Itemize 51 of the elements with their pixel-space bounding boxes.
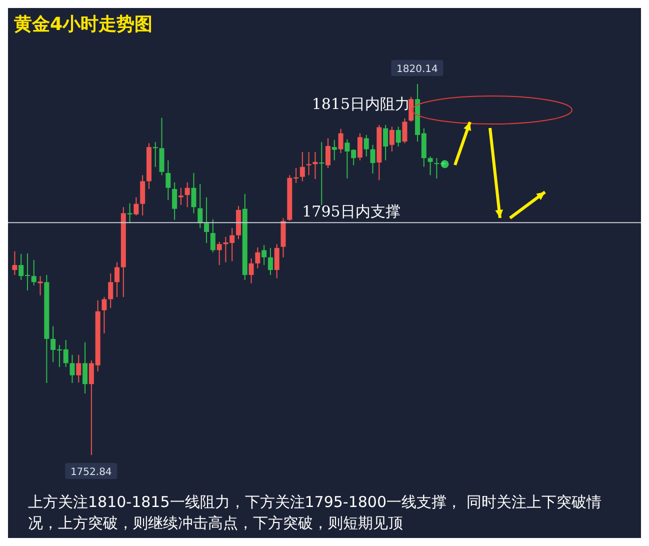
candlestick xyxy=(274,244,280,279)
candlestick xyxy=(184,182,190,208)
candlestick xyxy=(332,139,337,161)
candlestick xyxy=(428,156,433,176)
candlestick xyxy=(198,184,203,229)
candlestick xyxy=(396,126,401,148)
chart-title: 黄金4小时走势图 xyxy=(14,13,153,36)
annotation: 1820.14 xyxy=(396,64,438,75)
candlestick xyxy=(402,118,408,144)
candlestick xyxy=(191,172,196,214)
candlestick xyxy=(306,152,312,176)
candlestick xyxy=(389,126,394,152)
candlestick xyxy=(210,218,216,253)
candlestick xyxy=(140,174,146,216)
candlestick xyxy=(255,246,260,269)
candlestick xyxy=(12,250,18,276)
candlestick xyxy=(300,152,305,182)
candlestick xyxy=(178,187,184,206)
candlestick xyxy=(434,158,440,179)
candlestick xyxy=(408,96,414,122)
candlestick xyxy=(166,160,171,200)
candlestick xyxy=(370,144,376,174)
candlestick xyxy=(216,241,222,266)
candlestick xyxy=(82,342,88,394)
candlestick xyxy=(31,260,36,286)
candlestick xyxy=(108,272,114,309)
candlestick xyxy=(70,354,75,384)
candlestick xyxy=(159,117,164,176)
candlestick xyxy=(102,296,107,334)
candlestick xyxy=(204,196,210,244)
candlestick xyxy=(127,202,132,224)
candlestick xyxy=(152,142,158,168)
candlestick xyxy=(268,247,273,276)
candlestick xyxy=(262,244,267,266)
candlestick xyxy=(338,128,344,154)
candlestick xyxy=(364,134,369,157)
candlestick xyxy=(383,124,388,161)
candlestick xyxy=(38,276,43,296)
candlestick xyxy=(357,132,362,161)
candlestick xyxy=(326,138,330,169)
candlestick xyxy=(248,258,254,284)
text: 上方关注1810-1815一线阻力，下方关注1795-1800一线支撑， 同时关注上下突破情况，上方突破，则继续冲击高点，下方突破，则短期见顶 xyxy=(28,492,602,534)
annotation: 1752.84 xyxy=(70,467,112,478)
candlestick xyxy=(319,142,324,206)
annotation: 1815日内阻力 xyxy=(312,95,410,113)
candlestick xyxy=(172,182,178,220)
candlestick xyxy=(134,196,139,216)
candlestick xyxy=(114,262,120,298)
candlestick xyxy=(312,152,318,180)
ref-line-label: 1795日内支撑 xyxy=(302,202,400,221)
candlestick xyxy=(76,354,82,383)
